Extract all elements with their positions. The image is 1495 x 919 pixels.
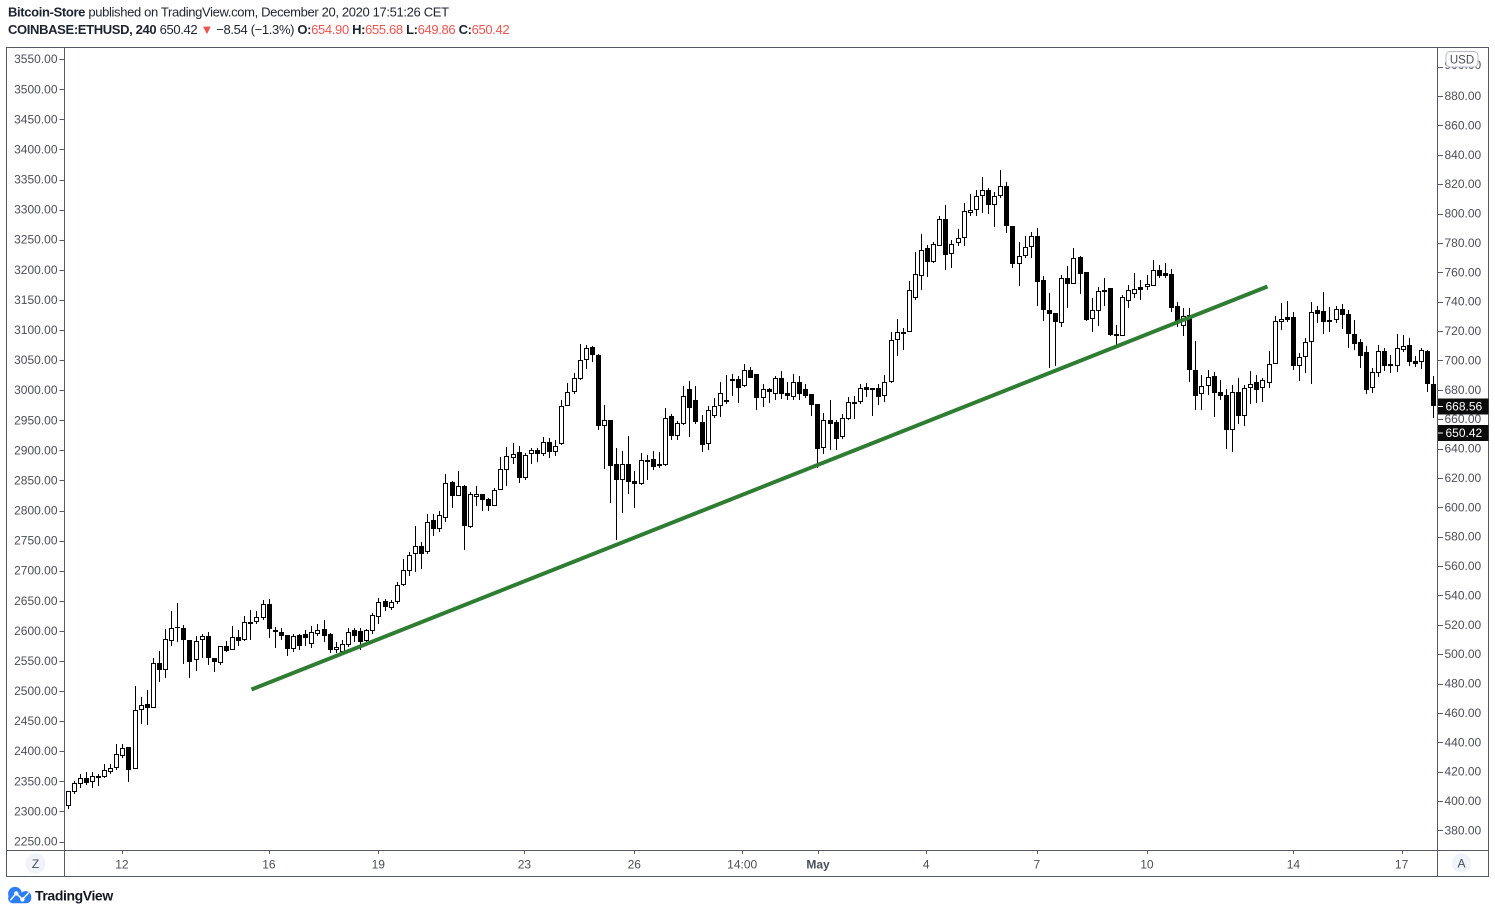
- svg-text:2450.00: 2450.00: [14, 714, 58, 728]
- svg-text:2850.00: 2850.00: [14, 473, 58, 487]
- svg-text:2300.00: 2300.00: [14, 804, 58, 818]
- svg-text:650.42: 650.42: [1446, 426, 1483, 440]
- svg-text:400.00: 400.00: [1445, 794, 1482, 808]
- svg-text:3000.00: 3000.00: [14, 383, 58, 397]
- svg-text:17: 17: [1395, 858, 1409, 872]
- svg-text:2800.00: 2800.00: [14, 504, 58, 518]
- svg-text:3150.00: 3150.00: [14, 293, 58, 307]
- svg-text:12: 12: [115, 858, 129, 872]
- svg-text:USD: USD: [1450, 55, 1474, 67]
- svg-text:2750.00: 2750.00: [14, 534, 58, 548]
- svg-text:COINBASE:ETHUSD, 240 650.42 ▼: COINBASE:ETHUSD, 240 650.42 ▼ −8.54 (−1.…: [8, 22, 509, 37]
- svg-text:14:00: 14:00: [727, 858, 757, 872]
- svg-text:TradingView: TradingView: [35, 888, 113, 904]
- svg-text:440.00: 440.00: [1445, 735, 1482, 749]
- svg-text:2400.00: 2400.00: [14, 744, 58, 758]
- svg-text:3500.00: 3500.00: [14, 82, 58, 96]
- svg-text:640.00: 640.00: [1445, 442, 1482, 456]
- svg-text:Z: Z: [32, 857, 39, 871]
- svg-text:16: 16: [262, 858, 276, 872]
- svg-text:2500.00: 2500.00: [14, 684, 58, 698]
- svg-text:660.00: 660.00: [1445, 412, 1482, 426]
- svg-text:Bitcoin-Store published on Tra: Bitcoin-Store published on TradingView.c…: [8, 5, 449, 20]
- svg-text:3300.00: 3300.00: [14, 203, 58, 217]
- svg-text:700.00: 700.00: [1445, 353, 1482, 367]
- svg-text:4: 4: [923, 858, 930, 872]
- svg-text:620.00: 620.00: [1445, 471, 1482, 485]
- svg-text:26: 26: [628, 858, 642, 872]
- svg-text:420.00: 420.00: [1445, 765, 1482, 779]
- svg-text:480.00: 480.00: [1445, 677, 1482, 691]
- svg-text:668.56: 668.56: [1446, 400, 1483, 414]
- svg-text:3400.00: 3400.00: [14, 143, 58, 157]
- svg-text:2350.00: 2350.00: [14, 774, 58, 788]
- svg-text:880.00: 880.00: [1445, 89, 1482, 103]
- svg-text:540.00: 540.00: [1445, 588, 1482, 602]
- svg-text:3450.00: 3450.00: [14, 112, 58, 126]
- svg-text:800.00: 800.00: [1445, 207, 1482, 221]
- svg-text:720.00: 720.00: [1445, 324, 1482, 338]
- svg-text:3050.00: 3050.00: [14, 353, 58, 367]
- svg-text:2950.00: 2950.00: [14, 413, 58, 427]
- svg-text:2650.00: 2650.00: [14, 594, 58, 608]
- svg-text:2600.00: 2600.00: [14, 624, 58, 638]
- svg-text:520.00: 520.00: [1445, 618, 1482, 632]
- svg-text:10: 10: [1140, 858, 1154, 872]
- svg-text:3200.00: 3200.00: [14, 263, 58, 277]
- svg-text:860.00: 860.00: [1445, 119, 1482, 133]
- svg-text:380.00: 380.00: [1445, 823, 1482, 837]
- svg-text:580.00: 580.00: [1445, 530, 1482, 544]
- svg-text:3100.00: 3100.00: [14, 323, 58, 337]
- svg-text:2900.00: 2900.00: [14, 443, 58, 457]
- svg-text:500.00: 500.00: [1445, 647, 1482, 661]
- svg-text:23: 23: [518, 858, 532, 872]
- svg-text:3550.00: 3550.00: [14, 52, 58, 66]
- svg-text:14: 14: [1287, 858, 1301, 872]
- svg-text:780.00: 780.00: [1445, 236, 1482, 250]
- svg-text:760.00: 760.00: [1445, 265, 1482, 279]
- svg-text:3250.00: 3250.00: [14, 233, 58, 247]
- svg-text:2550.00: 2550.00: [14, 654, 58, 668]
- svg-text:3350.00: 3350.00: [14, 173, 58, 187]
- svg-text:820.00: 820.00: [1445, 177, 1482, 191]
- svg-text:2700.00: 2700.00: [14, 564, 58, 578]
- svg-text:A: A: [1457, 857, 1465, 871]
- svg-text:560.00: 560.00: [1445, 559, 1482, 573]
- svg-text:May: May: [806, 858, 830, 872]
- svg-text:460.00: 460.00: [1445, 706, 1482, 720]
- svg-text:840.00: 840.00: [1445, 148, 1482, 162]
- svg-text:7: 7: [1033, 858, 1040, 872]
- svg-text:19: 19: [372, 858, 386, 872]
- svg-text:740.00: 740.00: [1445, 295, 1482, 309]
- svg-text:680.00: 680.00: [1445, 383, 1482, 397]
- svg-text:2250.00: 2250.00: [14, 835, 58, 849]
- svg-text:600.00: 600.00: [1445, 500, 1482, 514]
